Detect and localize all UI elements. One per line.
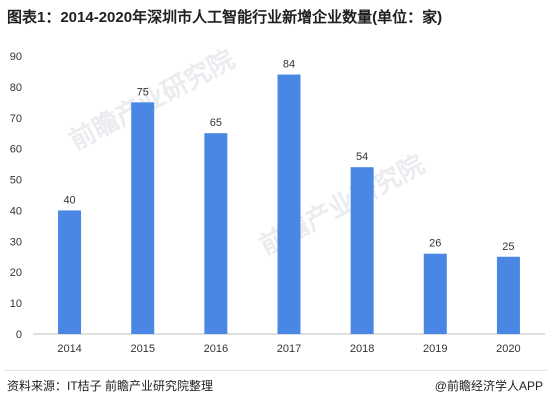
x-tick-label: 2020 [496,343,520,355]
y-tick-label: 80 [10,82,22,94]
y-tick-label: 40 [10,205,22,217]
bar [58,210,82,334]
credit-label: @前瞻经济学人APP [434,379,543,393]
bar [277,74,301,335]
y-tick-label: 20 [10,267,22,279]
data-label: 65 [210,117,222,129]
x-tick-label: 2018 [350,343,374,355]
chart-title: 图表1：2014-2020年深圳市人工智能行业新增企业数量(单位：家) [7,9,443,26]
data-label: 26 [429,238,441,250]
bar [204,133,228,334]
x-tick-label: 2017 [277,343,301,355]
x-tick-label: 2014 [57,343,81,355]
source-note: 资料来源：IT桔子 前瞻产业研究院整理 [7,379,213,393]
x-tick-label: 2015 [130,343,154,355]
bar [496,256,520,334]
x-tick-label: 2019 [423,343,447,355]
y-tick-label: 10 [10,298,22,310]
y-tick-label: 60 [10,144,22,156]
x-tick-label: 2016 [204,343,228,355]
y-tick-label: 90 [10,51,22,63]
y-tick-label: 0 [16,329,22,341]
data-label: 84 [283,59,295,71]
y-tick-label: 50 [10,175,22,187]
data-label: 75 [137,86,149,98]
bar [131,102,155,334]
bar-chart: 0 10 20 30 40 50 60 70 80 90 40 2014 75 2015 65 2016 84 2… [10,51,545,355]
y-tick-label: 70 [10,113,22,125]
data-label: 40 [63,194,75,206]
bar [350,167,374,334]
footer-divider [4,370,547,371]
bar [423,253,447,334]
data-label: 54 [356,151,368,163]
y-tick-label: 30 [10,236,22,248]
data-label: 25 [502,241,514,253]
